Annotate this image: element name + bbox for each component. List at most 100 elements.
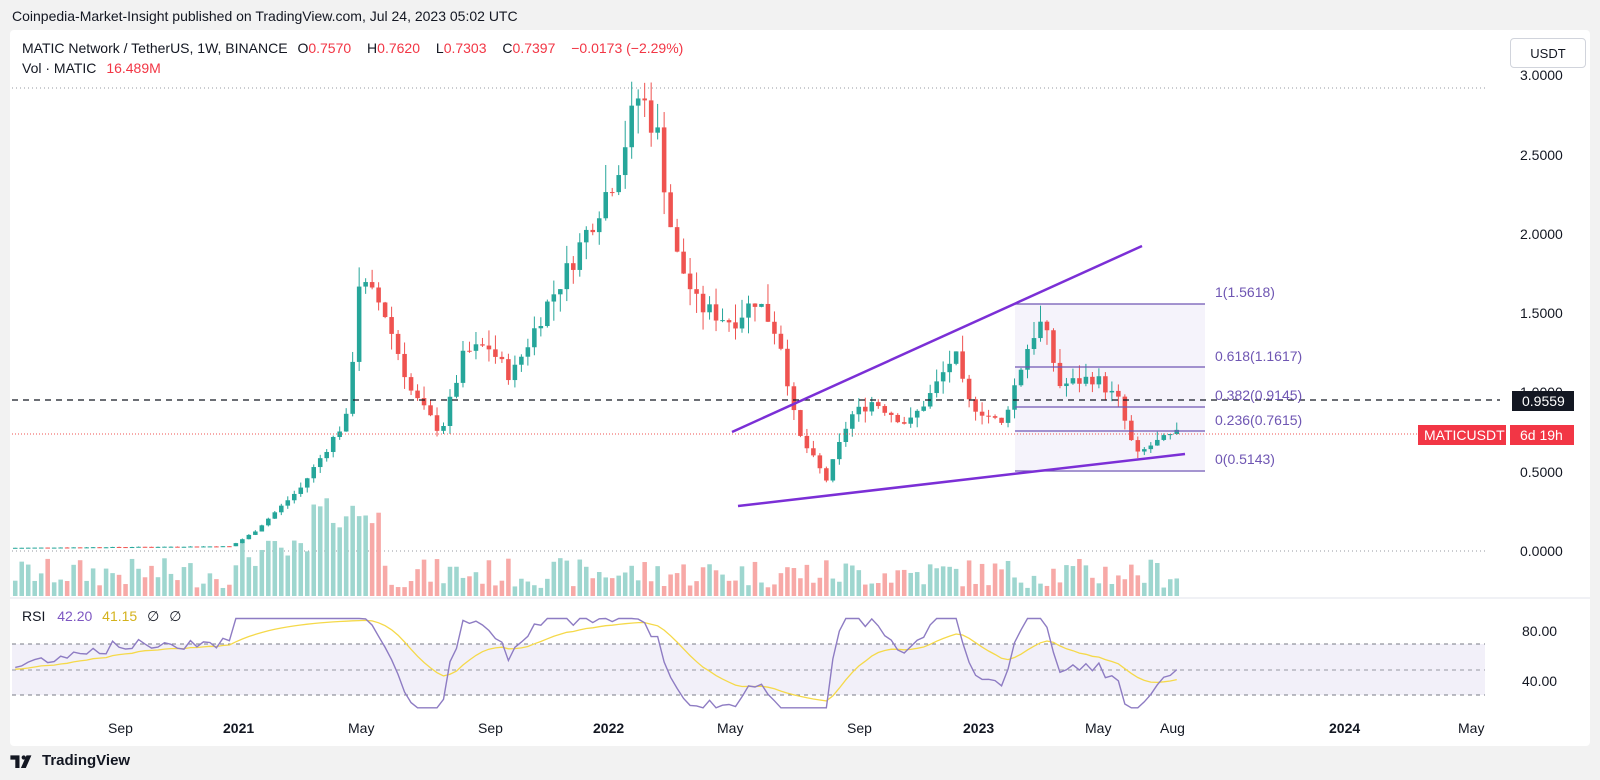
volume-bar	[986, 585, 991, 596]
chart-panel[interactable]	[10, 30, 1590, 746]
currency-button[interactable]: USDT	[1510, 38, 1586, 68]
volume-bar	[441, 583, 446, 596]
volume-label[interactable]: Vol · MATIC	[22, 60, 97, 76]
volume-bar	[480, 583, 485, 596]
volume-bar	[389, 584, 394, 596]
volume-bar	[616, 575, 621, 596]
fib-retracement[interactable]: 1(1.5618) 0.618(1.1617) 0.382(0.9145) 0.…	[1015, 284, 1302, 472]
x-tick: 2021	[223, 720, 254, 736]
candle-body	[538, 326, 544, 329]
candle-body	[616, 175, 621, 193]
volume-bar	[84, 580, 89, 596]
candle-body	[882, 406, 888, 413]
candle-body	[110, 546, 115, 548]
candle-body	[38, 547, 44, 549]
volume-bar	[739, 566, 745, 596]
candle-body	[953, 351, 959, 364]
y-tick: 2.0000	[1520, 226, 1563, 242]
volume-bar	[71, 564, 76, 596]
candle-body	[921, 406, 926, 411]
volume-bar	[369, 523, 375, 596]
rsi-tick: 40.00	[1522, 673, 1557, 689]
candle-body	[1167, 434, 1173, 436]
candle-body	[1135, 440, 1141, 452]
candle-body	[759, 303, 764, 307]
volume-bar	[259, 549, 265, 596]
volume-bar	[181, 567, 187, 596]
volume-bar	[64, 581, 70, 596]
volume-bar	[953, 568, 959, 596]
candle-body	[804, 435, 810, 449]
volume-bar	[824, 560, 829, 596]
candle-body	[168, 546, 174, 548]
candle-body	[1155, 439, 1160, 446]
x-tick: 2023	[963, 720, 994, 736]
volume-bar	[51, 582, 57, 596]
volume-bar	[220, 587, 226, 596]
volume-bar	[811, 582, 816, 596]
volume-bar	[304, 551, 310, 596]
candle-body	[298, 487, 304, 494]
candle-body	[648, 100, 654, 133]
volume-bars	[12, 498, 1180, 596]
x-tick: May	[348, 720, 374, 736]
volume-bar	[155, 577, 161, 596]
price-axis[interactable]: 3.0000 2.5000 2.0000 1.5000 1.0000 0.500…	[1520, 67, 1563, 559]
candle-body	[1018, 369, 1024, 386]
volume-bar	[759, 582, 764, 596]
volume-bar	[246, 557, 252, 596]
fib-label-0382: 0.382(0.9145)	[1215, 387, 1302, 403]
candle-body	[1025, 349, 1030, 370]
candle-body	[1142, 449, 1147, 452]
volume-bar	[532, 585, 537, 596]
candle-body	[863, 406, 868, 412]
volume-legend: Vol · MATIC 16.489M	[22, 60, 167, 76]
lower-trendline[interactable]	[737, 452, 1186, 508]
candle-body	[746, 303, 751, 318]
volume-bar	[266, 540, 271, 596]
symbol-tag-bg	[1418, 425, 1506, 445]
volume-bar	[19, 561, 25, 596]
tradingview-logo[interactable]: TradingView	[10, 752, 130, 769]
volume-bar	[214, 579, 219, 596]
candle-body	[227, 546, 232, 548]
volume-bar	[778, 573, 784, 596]
volume-bar	[428, 581, 433, 596]
candle-body	[545, 301, 550, 327]
volume-bar	[194, 587, 200, 596]
candle-body	[1044, 321, 1050, 331]
rsi-line	[15, 617, 1178, 709]
volume-bar	[415, 569, 420, 596]
volume-bar	[467, 576, 472, 596]
candle-body	[817, 455, 823, 469]
volume-bar	[629, 565, 634, 596]
upper-trendline[interactable]	[731, 244, 1143, 434]
x-tick: May	[1085, 720, 1111, 736]
volume-bar	[791, 568, 797, 596]
rsi-label[interactable]: RSI	[22, 608, 45, 624]
y-tick: 2.5000	[1520, 147, 1563, 163]
time-axis[interactable]: Sep 2021 May Sep 2022 May Sep 2023 May A…	[108, 720, 1484, 736]
volume-bar	[188, 563, 193, 596]
symbol-title[interactable]: MATIC Network / TetherUS, 1W, BINANCE	[22, 40, 288, 56]
volume-bar	[1083, 565, 1089, 596]
candle-body	[1012, 385, 1017, 410]
low-value: 0.7303	[443, 40, 487, 56]
volume-bar	[545, 578, 550, 596]
volume-bar	[850, 565, 855, 596]
volume-bar	[1155, 563, 1160, 596]
candle-body	[421, 398, 427, 406]
candle-body	[428, 405, 433, 416]
volume-bar	[694, 581, 699, 596]
y-tick: 0.0000	[1520, 543, 1563, 559]
volume-bar	[635, 580, 641, 596]
volume-bar	[486, 560, 492, 596]
candle-body	[635, 98, 641, 106]
volume-bar	[408, 581, 414, 596]
candle-body	[726, 320, 732, 323]
volume-bar	[103, 568, 109, 596]
fib-label-0: 0(0.5143)	[1215, 451, 1275, 467]
candle-body	[966, 378, 972, 400]
candle-body	[739, 317, 745, 329]
